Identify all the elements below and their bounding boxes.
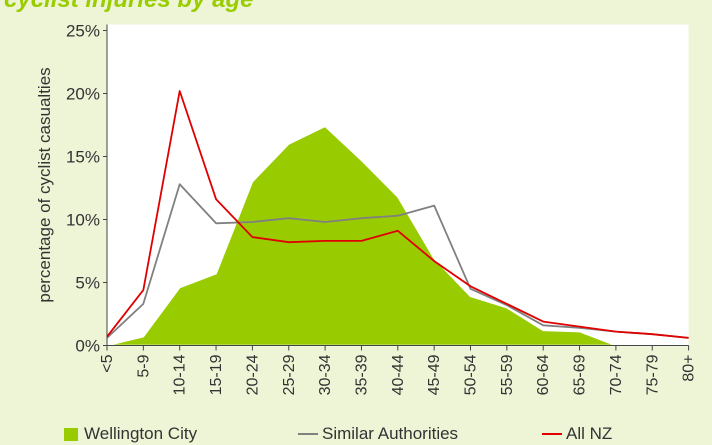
x-tick-label: 25-29 [281,354,298,395]
x-tick-label: 15-19 [208,354,225,395]
legend-label-wellington: Wellington City [84,424,198,443]
title-strip: cyclist injuries by age [0,0,712,16]
legend-swatch-gray-line [298,433,318,435]
legend-item-similar: Similar Authorities [298,424,458,444]
x-tick-label: <5 [99,354,116,372]
x-tick-label: 55-59 [499,354,516,395]
legend: Wellington City Similar Authorities All … [0,420,712,445]
y-tick-label: 0% [75,337,100,356]
y-tick-label: 5% [75,274,100,293]
legend-label-similar: Similar Authorities [322,424,459,443]
x-tick-label: 5-9 [135,354,152,377]
legend-label-allnz: All NZ [566,424,613,443]
plot-area: 0% 5% 10% 15% 20% 25% <5 5-9 10-14 15-19 20-24 25-… [35,22,698,396]
x-tick-label: 10-14 [172,354,189,395]
legend-item-wellington: Wellington City [64,424,197,444]
x-tick-label: 75-79 [644,354,661,395]
x-tick-label: 70-74 [608,354,625,395]
y-tick-label: 10% [66,211,100,230]
x-tick-label: 20-24 [244,354,261,395]
chart-title: cyclist injuries by age [4,0,253,14]
y-axis-label: percentage of cyclist casualties [35,67,54,302]
x-tick-label: 60-64 [535,354,552,395]
legend-swatch-area [64,427,78,441]
y-tick-label: 15% [66,148,100,167]
legend-item-allnz: All NZ [542,424,612,444]
x-tick-label: 80+ [681,355,698,382]
x-tick-label: 50-54 [463,354,480,395]
x-tick-label: 35-39 [353,354,370,395]
x-tick-label: 40-44 [390,354,407,395]
x-tick-label: 45-49 [426,354,443,395]
x-tick-label: 30-34 [317,354,334,395]
y-tick-label: 25% [66,22,100,41]
series-line-all-nz [106,90,689,339]
x-tick-label: 65-69 [572,354,589,395]
y-tick-label: 20% [66,85,100,104]
legend-swatch-red-line [542,433,562,435]
